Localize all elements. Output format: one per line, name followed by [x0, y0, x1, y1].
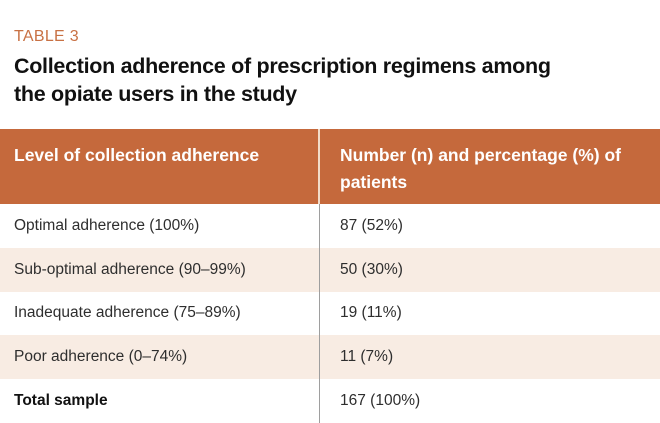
adherence-table: Level of collection adherence Number (n)… — [0, 129, 660, 423]
cell-number-percentage: 50 (30%) — [340, 260, 403, 278]
cell-adherence-level: Inadequate adherence (75–89%) — [0, 291, 320, 336]
table-row: Poor adherence (0–74%) 11 (7%) — [0, 335, 660, 380]
cell-number-percentage: 19 (11%) — [340, 304, 402, 322]
table-header-row: Level of collection adherence Number (n)… — [0, 129, 660, 204]
cell-adherence-level: Total sample — [0, 379, 320, 423]
cell-number-percentage: 167 (100%) — [340, 392, 421, 410]
header-cell-number-percentage: Number (n) and percentage (%) of patient… — [340, 145, 621, 192]
cell-number-percentage: 87 (52%) — [340, 216, 403, 234]
cell-adherence-level: Sub-optimal adherence (90–99%) — [0, 247, 320, 292]
table-row-total: Total sample 167 (100%) — [0, 379, 660, 423]
cell-adherence-level: Poor adherence (0–74%) — [0, 335, 320, 380]
cell-adherence-level: Optimal adherence (100%) — [0, 204, 320, 248]
header-cell-adherence-level: Level of collection adherence — [0, 129, 320, 204]
table-title: Collection adherence of prescription reg… — [14, 54, 551, 106]
table-row: Sub-optimal adherence (90–99%) 50 (30%) — [0, 247, 660, 292]
cell-number-percentage: 11 (7%) — [340, 348, 394, 366]
table-row: Optimal adherence (100%) 87 (52%) — [0, 204, 660, 248]
table-row: Inadequate adherence (75–89%) 19 (11%) — [0, 291, 660, 336]
table-number-label: TABLE 3 — [14, 28, 79, 45]
